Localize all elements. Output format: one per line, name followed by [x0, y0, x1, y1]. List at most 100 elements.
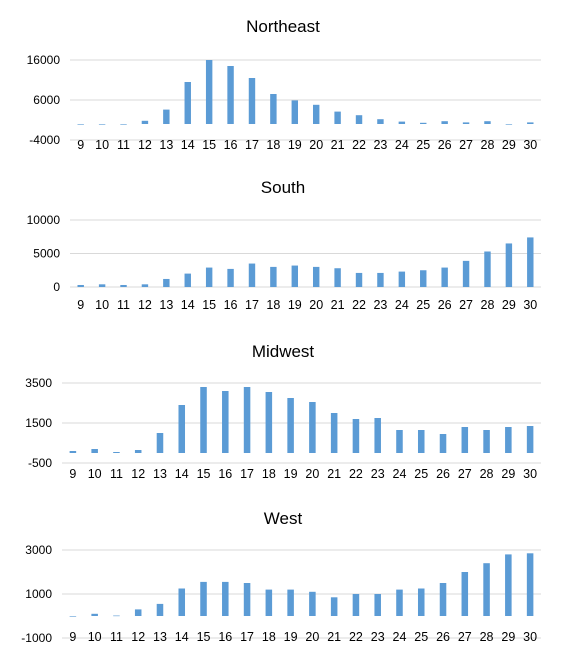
bar-10	[91, 449, 98, 453]
x-tick-label: 14	[175, 630, 189, 644]
bar-9	[77, 284, 84, 287]
bar-14	[178, 405, 186, 453]
bar-29	[505, 124, 513, 125]
bar-25	[417, 588, 425, 616]
x-tick-label: 18	[266, 298, 280, 312]
x-tick-label: 23	[371, 630, 385, 644]
bar-30	[526, 426, 534, 453]
bar-20	[312, 104, 320, 124]
bar-29	[505, 427, 512, 453]
bar-22	[352, 594, 360, 616]
bar-9	[77, 124, 84, 125]
y-tick-label: 3000	[25, 543, 52, 557]
bar-20	[309, 591, 316, 616]
bar-18	[265, 589, 273, 616]
chart-panel-midwest: Midwest -500 1500 3500 9 10 11 12 13 14 15 16 17 18 19…	[25, 342, 541, 481]
bar-26	[441, 121, 448, 124]
x-tick-label: 10	[95, 138, 109, 152]
x-tick-label: 14	[175, 467, 189, 481]
bar-25	[417, 430, 425, 453]
x-tick-label: 24	[395, 138, 409, 152]
x-tick-label: 10	[95, 298, 109, 312]
x-tick-label: 17	[245, 298, 259, 312]
bar-21	[334, 111, 341, 124]
bar-15	[200, 581, 207, 616]
bar-25	[420, 122, 427, 124]
bar-19	[287, 398, 294, 453]
bar-9	[69, 616, 77, 617]
x-tick-label: 20	[309, 298, 323, 312]
y-tick-label: -1000	[21, 631, 52, 645]
x-tick-label: 21	[327, 467, 341, 481]
x-tick-label: 28	[481, 138, 495, 152]
x-tick-label: 18	[262, 630, 276, 644]
x-tick-label: 26	[438, 298, 452, 312]
y-tick-label: 6000	[33, 93, 60, 107]
x-tick-label: 18	[266, 138, 280, 152]
bar-14	[178, 588, 186, 616]
bar-17	[243, 387, 251, 453]
x-tick-label: 30	[523, 630, 537, 644]
x-tick-label: 28	[480, 467, 494, 481]
bar-28	[484, 251, 491, 287]
y-tick-label: 0	[53, 280, 60, 294]
x-tick-label: 16	[224, 138, 238, 152]
x-tick-label: 22	[349, 467, 363, 481]
x-tick-label: 17	[240, 467, 254, 481]
x-tick-label: 29	[501, 630, 515, 644]
x-tick-label: 25	[414, 630, 428, 644]
bar-19	[291, 265, 299, 287]
x-tick-label: 27	[458, 630, 472, 644]
bar-27	[461, 572, 469, 616]
bar-12	[134, 450, 142, 453]
chart-title: Northeast	[246, 17, 320, 36]
bar-10	[98, 284, 106, 287]
bar-21	[330, 413, 338, 453]
bar-11	[120, 284, 127, 287]
bar-24	[398, 271, 406, 287]
bar-15	[205, 267, 213, 287]
bar-27	[462, 122, 470, 124]
chart-panel-west: West -1000 1000 3000 9 10 11 12 13 14 15 16 17 18 19 20…	[21, 509, 541, 645]
x-tick-label: 21	[331, 298, 345, 312]
bar-15	[200, 387, 207, 453]
x-tick-label: 18	[262, 467, 276, 481]
bar-16	[222, 581, 229, 616]
x-tick-label: 17	[245, 138, 259, 152]
bar-22	[355, 272, 363, 287]
bar-11	[113, 615, 120, 617]
x-tick-label: 15	[202, 138, 216, 152]
bar-10	[91, 613, 98, 616]
x-tick-label: 11	[110, 630, 123, 644]
x-tick-label: 13	[159, 298, 173, 312]
x-tick-label: 30	[523, 138, 537, 152]
x-tick-label: 17	[240, 630, 254, 644]
x-tick-label: 14	[181, 298, 195, 312]
bar-24	[398, 121, 406, 124]
x-tick-label: 9	[77, 138, 84, 152]
chart-title: South	[261, 178, 305, 197]
bar-13	[163, 278, 170, 287]
bar-28	[484, 121, 491, 124]
x-tick-label: 11	[117, 298, 130, 312]
x-tick-label: 15	[197, 467, 211, 481]
chart-title: Midwest	[252, 342, 315, 361]
x-tick-label: 20	[305, 630, 319, 644]
y-tick-label: 16000	[27, 53, 61, 67]
bar-29	[505, 554, 512, 616]
bar-18	[270, 94, 277, 124]
bar-27	[461, 427, 469, 453]
x-tick-label: 22	[349, 630, 363, 644]
x-tick-label: 10	[88, 467, 102, 481]
bar-23	[374, 594, 381, 616]
bar-16	[227, 66, 234, 124]
x-tick-label: 9	[77, 298, 84, 312]
bar-26	[439, 583, 447, 616]
bar-20	[312, 266, 320, 287]
x-tick-label: 20	[305, 467, 319, 481]
x-tick-label: 16	[224, 298, 238, 312]
bar-18	[270, 266, 277, 287]
bar-30	[527, 122, 534, 124]
bar-19	[287, 589, 294, 616]
